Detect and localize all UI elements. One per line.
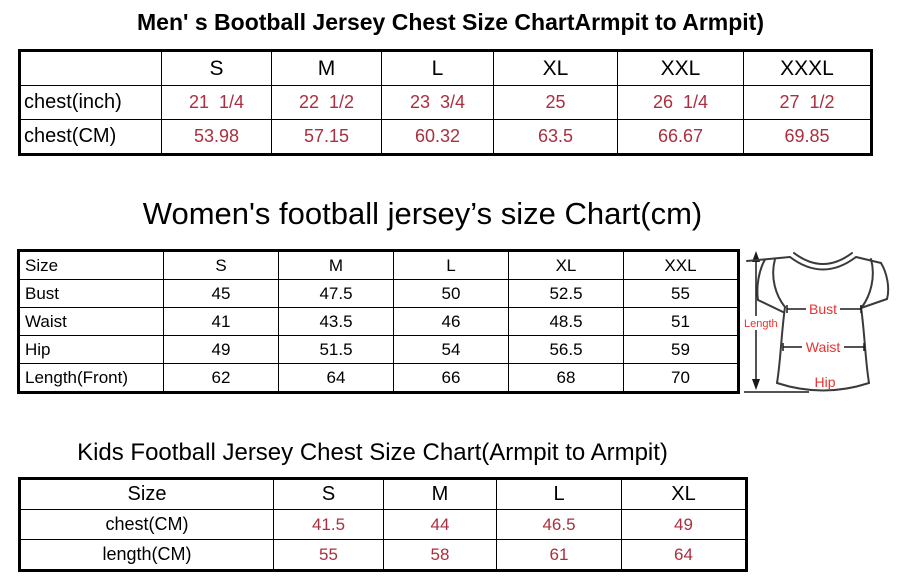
value-cell: 41: [163, 307, 279, 336]
value-cell: 62: [163, 363, 279, 393]
size-header-xl: XL: [493, 50, 618, 86]
bust-measure-line: [786, 305, 862, 313]
size-header-m: M: [271, 50, 382, 86]
table-row: length(CM) 55 58 61 64: [19, 539, 747, 571]
value-cell: 69.85: [743, 119, 872, 155]
mens-chart-title: Men' s Bootball Jersey Chest Size ChartA…: [137, 9, 764, 35]
row-label-chest-cm: chest(CM): [19, 119, 162, 155]
size-header-xxxl: XXXL: [743, 50, 872, 86]
row-label-waist: Waist: [18, 307, 164, 336]
hip-label: Hip: [814, 374, 835, 390]
kids-size-table: Size S M L XL chest(CM) 41.5 44 46.5 49 …: [18, 477, 748, 572]
row-label-hip: Hip: [18, 335, 164, 364]
womens-corner-cell: Size: [18, 250, 164, 280]
row-label-chest-cm: chest(CM): [19, 509, 274, 540]
value-cell: 55: [623, 279, 739, 308]
value-cell: 21 1/4: [161, 85, 272, 120]
table-row: Hip 49 51.5 54 56.5 59: [18, 335, 739, 364]
value-cell: 46: [393, 307, 509, 336]
value-cell: 64: [621, 539, 747, 571]
table-row: Bust 45 47.5 50 52.5 55: [18, 279, 739, 308]
value-cell: 23 3/4: [381, 85, 494, 120]
tshirt-diagram-svg: Length Bust Waist Hip: [743, 251, 890, 393]
womens-header-row: Size S M L XL XXL: [18, 250, 739, 280]
row-label-length-front: Length(Front): [18, 363, 164, 393]
length-label-backing: [743, 316, 781, 330]
value-cell: 56.5: [508, 335, 624, 364]
table-row: chest(inch) 21 1/4 22 1/2 23 3/4 25 26 1…: [19, 85, 872, 120]
value-cell: 45: [163, 279, 279, 308]
row-label-chest-inch: chest(inch): [19, 85, 162, 120]
value-cell: 51.5: [278, 335, 394, 364]
value-cell: 44: [383, 509, 497, 540]
value-cell: 53.98: [161, 119, 272, 155]
value-cell: 52.5: [508, 279, 624, 308]
value-cell: 58: [383, 539, 497, 571]
bust-label: Bust: [809, 301, 837, 317]
value-cell: 64: [278, 363, 394, 393]
waist-label: Waist: [806, 339, 841, 355]
value-cell: 60.32: [381, 119, 494, 155]
value-cell: 63.5: [493, 119, 618, 155]
value-cell: 41.5: [273, 509, 384, 540]
kids-corner-cell: Size: [19, 478, 274, 510]
value-cell: 48.5: [508, 307, 624, 336]
size-header-m: M: [278, 250, 394, 280]
size-header-xxl: XXL: [623, 250, 739, 280]
size-header-s: S: [163, 250, 279, 280]
womens-chart-title: Women's football jersey’s size Chart(cm): [142, 196, 703, 231]
value-cell: 50: [393, 279, 509, 308]
table-row: chest(CM) 53.98 57.15 60.32 63.5 66.67 6…: [19, 119, 872, 155]
value-cell: 59: [623, 335, 739, 364]
table-row: Length(Front) 62 64 66 68 70: [18, 363, 739, 393]
value-cell: 26 1/4: [617, 85, 744, 120]
size-header-m: M: [383, 478, 497, 510]
size-header-l: L: [393, 250, 509, 280]
kids-header-row: Size S M L XL: [19, 478, 747, 510]
value-cell: 55: [273, 539, 384, 571]
tshirt-measurement-diagram: Length Bust Waist Hip: [743, 246, 901, 403]
mens-corner-cell: [19, 50, 162, 86]
womens-section: Size S M L XL XXL Bust 45 47.5 50 52.5 5…: [17, 249, 901, 403]
value-cell: 46.5: [496, 509, 622, 540]
kids-chart-title: Kids Football Jersey Chest Size Chart(Ar…: [77, 439, 668, 466]
waist-measure-line: [782, 343, 865, 351]
size-header-l: L: [496, 478, 622, 510]
value-cell: 47.5: [278, 279, 394, 308]
value-cell: 49: [163, 335, 279, 364]
mens-size-table: S M L XL XXL XXXL chest(inch) 21 1/4 22 …: [18, 49, 873, 156]
size-header-s: S: [273, 478, 384, 510]
womens-size-table: Size S M L XL XXL Bust 45 47.5 50 52.5 5…: [17, 249, 740, 394]
table-row: Waist 41 43.5 46 48.5 51: [18, 307, 739, 336]
size-header-s: S: [161, 50, 272, 86]
value-cell: 54: [393, 335, 509, 364]
size-header-xl: XL: [621, 478, 747, 510]
value-cell: 61: [496, 539, 622, 571]
tshirt-outline: [746, 252, 890, 392]
table-row: chest(CM) 41.5 44 46.5 49: [19, 509, 747, 540]
value-cell: 68: [508, 363, 624, 393]
value-cell: 27 1/2: [743, 85, 872, 120]
value-cell: 51: [623, 307, 739, 336]
value-cell: 25: [493, 85, 618, 120]
value-cell: 66.67: [617, 119, 744, 155]
row-label-bust: Bust: [18, 279, 164, 308]
size-header-xxl: XXL: [617, 50, 744, 86]
size-header-xl: XL: [508, 250, 624, 280]
row-label-length-cm: length(CM): [19, 539, 274, 571]
size-header-l: L: [381, 50, 494, 86]
mens-header-row: S M L XL XXL XXXL: [19, 50, 872, 86]
value-cell: 70: [623, 363, 739, 393]
value-cell: 57.15: [271, 119, 382, 155]
value-cell: 22 1/2: [271, 85, 382, 120]
value-cell: 43.5: [278, 307, 394, 336]
length-label: Length: [744, 318, 778, 330]
value-cell: 49: [621, 509, 747, 540]
value-cell: 66: [393, 363, 509, 393]
